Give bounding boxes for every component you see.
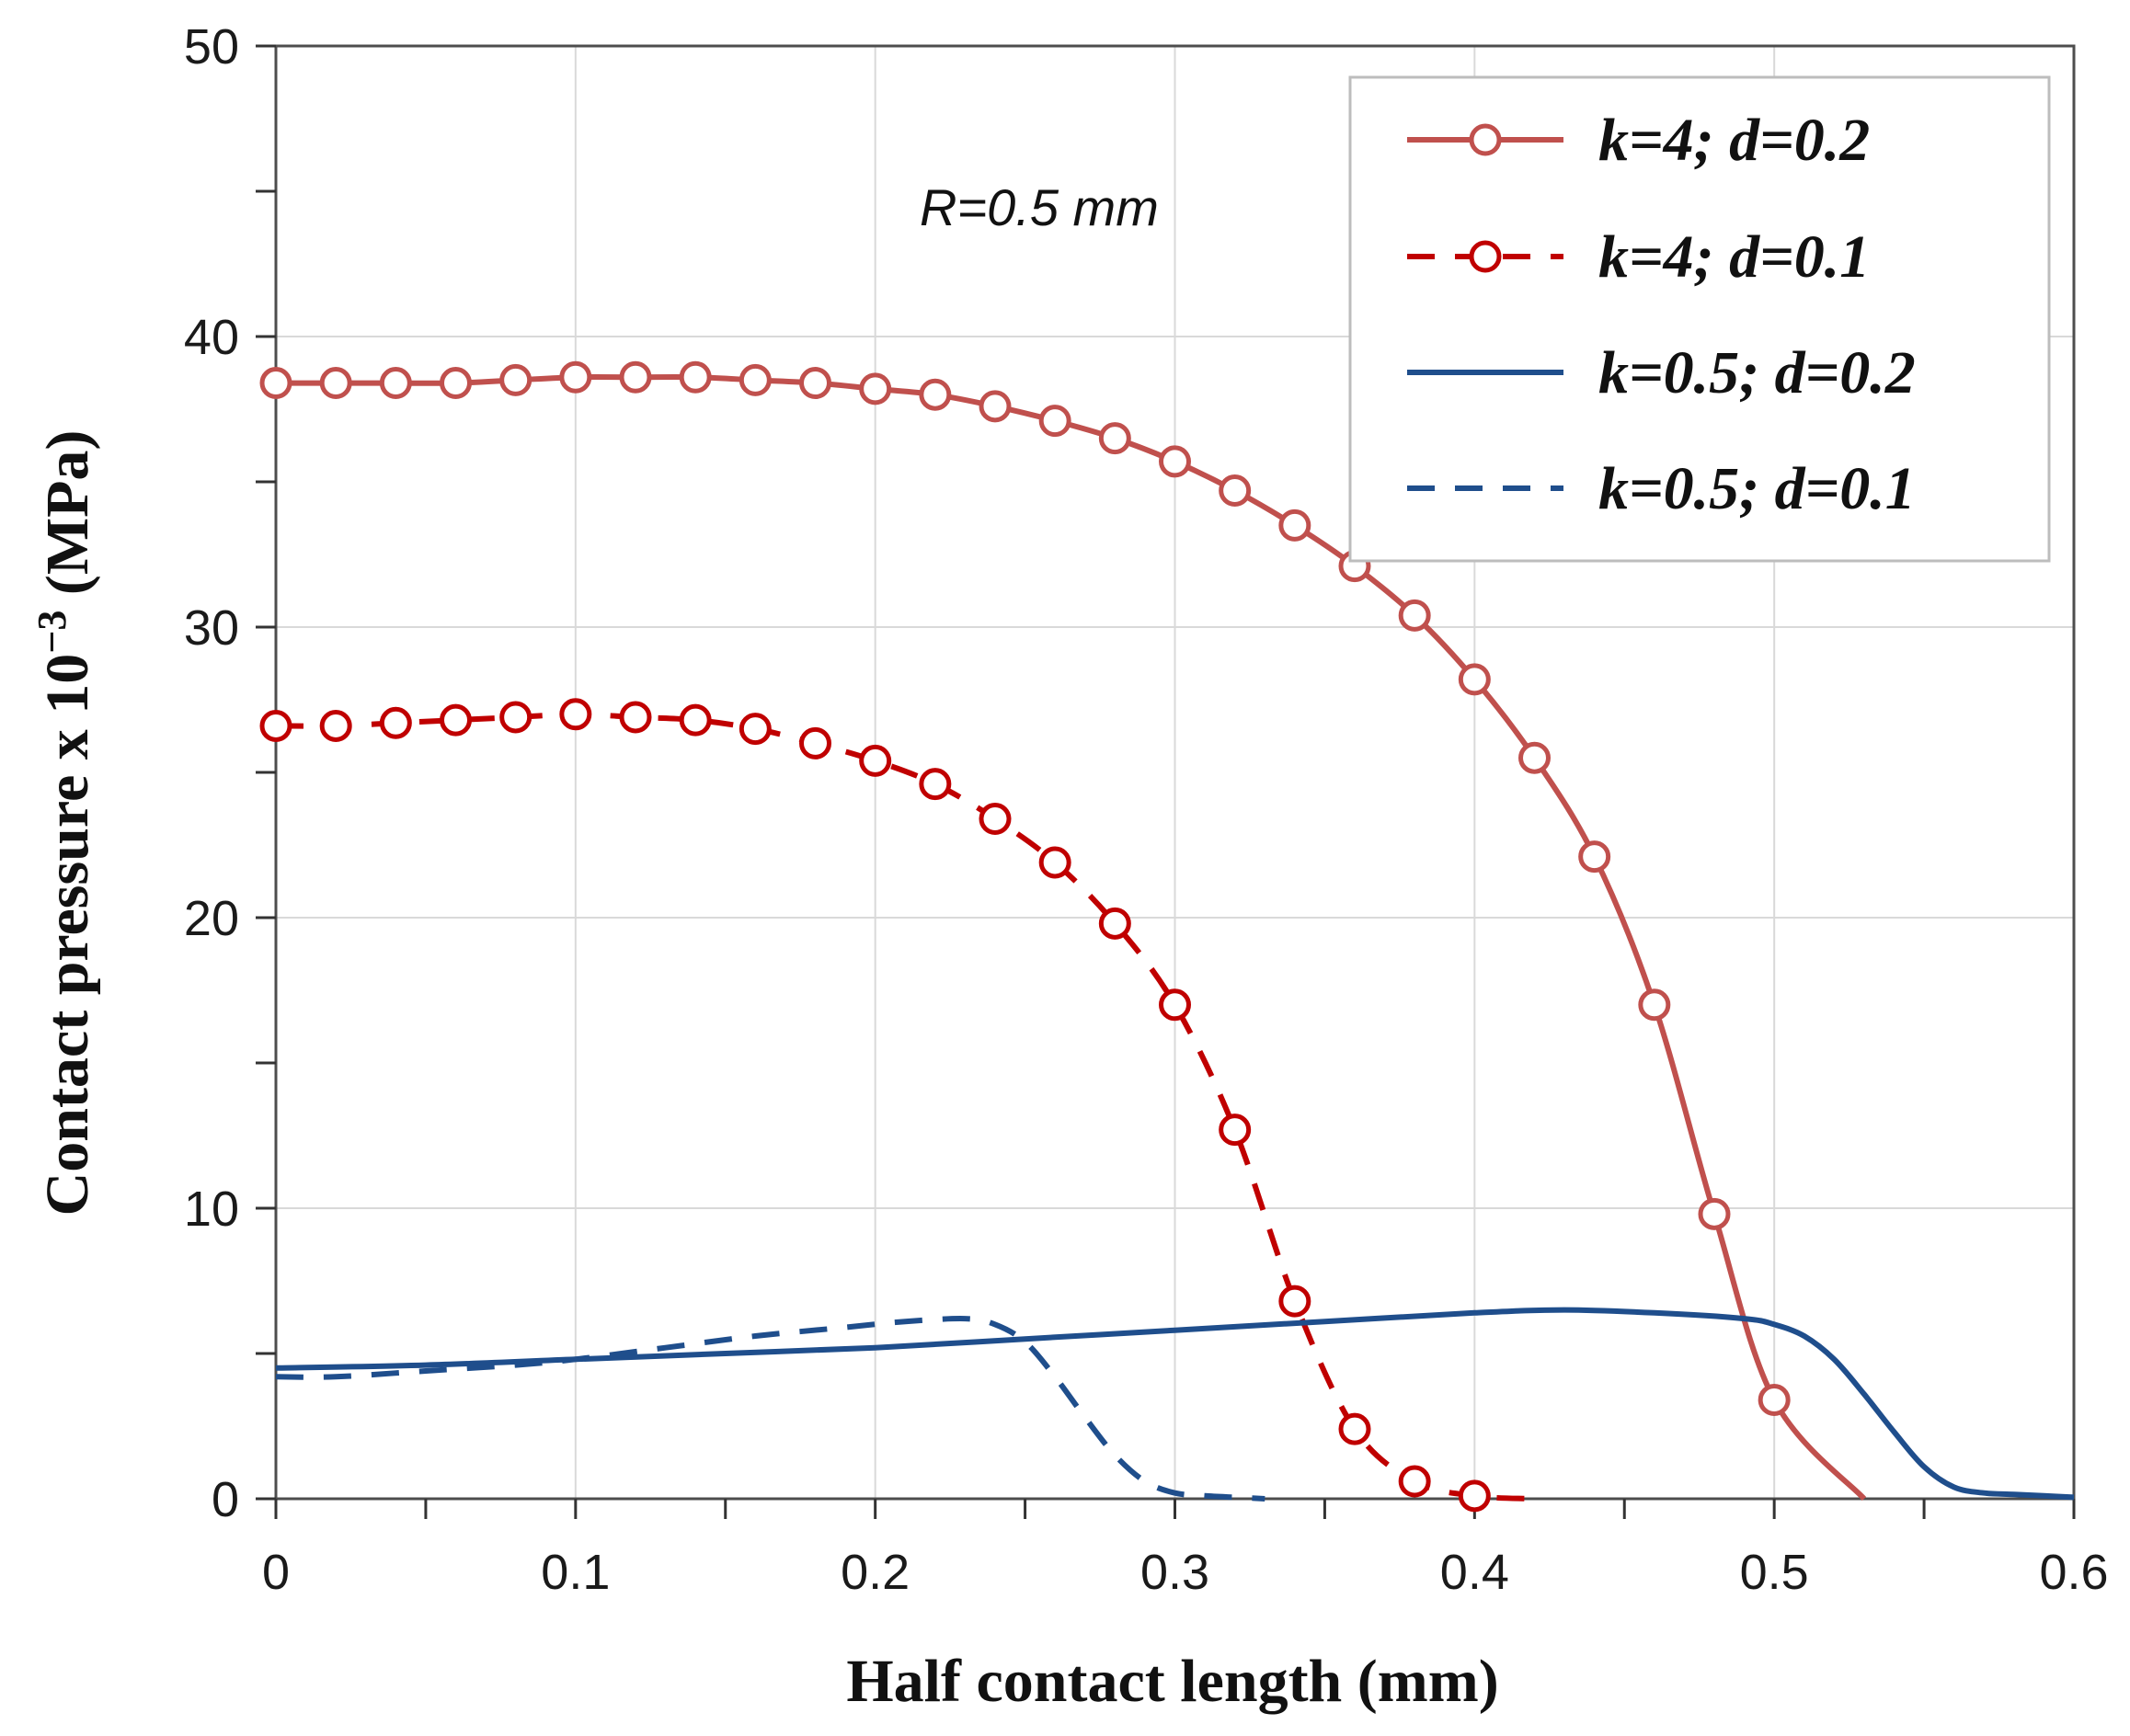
series-1-marker bbox=[379, 706, 412, 739]
series-0-marker bbox=[679, 360, 712, 394]
series-1-marker bbox=[1398, 1465, 1431, 1498]
y-tick-label: 10 bbox=[184, 1182, 239, 1237]
series-0-marker bbox=[1758, 1384, 1791, 1417]
series-0-marker bbox=[499, 363, 532, 396]
series-2 bbox=[275, 1307, 2075, 1501]
series-1-marker bbox=[799, 726, 831, 760]
y-axis-title-exponent: −3 bbox=[29, 611, 74, 654]
series-3 bbox=[275, 1316, 1265, 1502]
series-1-marker bbox=[1159, 988, 1191, 1022]
series-1-marker bbox=[259, 709, 292, 742]
series-1-marker bbox=[499, 701, 532, 734]
series-1-marker bbox=[1038, 846, 1071, 879]
series-line-3 bbox=[275, 1316, 1265, 1502]
series-0-marker bbox=[1098, 422, 1131, 455]
series-line-2 bbox=[275, 1307, 2075, 1501]
x-axis-title: Half contact length (mm) bbox=[846, 1648, 1498, 1715]
series-0-marker bbox=[1458, 663, 1491, 696]
legend: k=4; d=0.2 k=4; d=0.1 k=0.5; d=0.2 k=0.5; d… bbox=[1348, 75, 2051, 563]
series-0-marker bbox=[1578, 840, 1611, 874]
series-1-marker bbox=[1278, 1285, 1311, 1318]
series-1-marker bbox=[739, 713, 772, 746]
legend-label-2: k=0.5; d=0.2 bbox=[1598, 339, 1916, 406]
y-tick-labels: 0 10 20 30 40 50 bbox=[184, 19, 239, 1527]
series-0-marker bbox=[979, 390, 1012, 423]
legend-item-3: k=0.5; d=0.1 bbox=[1407, 455, 1916, 522]
series-0-marker bbox=[799, 367, 831, 400]
series-0-marker bbox=[1278, 508, 1311, 542]
x-tick-label: 0.1 bbox=[541, 1545, 610, 1600]
series-1-marker bbox=[1458, 1479, 1491, 1513]
series-1-marker bbox=[319, 709, 352, 742]
series-0-marker bbox=[440, 367, 472, 400]
series-0 bbox=[259, 360, 1867, 1502]
x-tick-label: 0 bbox=[262, 1545, 290, 1600]
series-0-marker bbox=[1698, 1197, 1731, 1230]
x-tick-label: 0.6 bbox=[2039, 1545, 2108, 1600]
data-series bbox=[259, 360, 2075, 1513]
x-tick-labels: 0 0.1 0.2 0.3 0.4 0.5 0.6 bbox=[262, 1545, 2109, 1600]
legend-item-1: k=4; d=0.1 bbox=[1407, 223, 1870, 291]
legend-items: k=4; d=0.2 k=4; d=0.1 k=0.5; d=0.2 k=0.5; d… bbox=[1407, 107, 1916, 522]
legend-label-1: k=4; d=0.1 bbox=[1598, 223, 1870, 291]
y-axis-title-main: Contact pressure x 10 bbox=[34, 654, 101, 1216]
series-0-marker bbox=[379, 367, 412, 400]
legend-item-0: k=4; d=0.2 bbox=[1407, 107, 1870, 174]
y-tick-label: 50 bbox=[184, 19, 239, 74]
series-0-marker bbox=[559, 360, 592, 394]
series-1-marker bbox=[440, 703, 472, 737]
legend-marker-0 bbox=[1469, 123, 1502, 156]
legend-label-3: k=0.5; d=0.1 bbox=[1598, 455, 1916, 522]
y-tick-label: 30 bbox=[184, 600, 239, 656]
series-1-marker bbox=[1219, 1114, 1252, 1147]
series-0-marker bbox=[1638, 988, 1671, 1022]
legend-marker-1 bbox=[1469, 240, 1502, 273]
series-0-marker bbox=[1518, 741, 1551, 774]
legend-item-2: k=0.5; d=0.2 bbox=[1407, 339, 1916, 406]
legend-label-0: k=4; d=0.2 bbox=[1598, 107, 1870, 174]
y-axis-title-unit: (MPa) bbox=[34, 430, 101, 611]
series-0-marker bbox=[1398, 599, 1431, 632]
y-axis-title: Contact pressure x 10−3 (MPa) bbox=[29, 430, 101, 1216]
x-tick-label: 0.2 bbox=[841, 1545, 910, 1600]
series-0-marker bbox=[1038, 405, 1071, 438]
radius-annotation: R=0.5 mm bbox=[920, 178, 1159, 236]
x-tick-label: 0.3 bbox=[1140, 1545, 1209, 1600]
series-1-marker bbox=[919, 768, 952, 801]
series-1-marker bbox=[979, 803, 1012, 836]
series-1-marker bbox=[559, 698, 592, 731]
y-tick-label: 40 bbox=[184, 310, 239, 365]
x-tick-label: 0.4 bbox=[1440, 1545, 1509, 1600]
series-0-marker bbox=[319, 367, 352, 400]
series-0-marker bbox=[919, 378, 952, 411]
series-1-marker bbox=[619, 701, 652, 734]
series-1-marker bbox=[679, 703, 712, 737]
series-1-marker bbox=[859, 744, 892, 777]
series-0-marker bbox=[859, 372, 892, 405]
series-0-marker bbox=[1159, 445, 1191, 478]
y-tick-label: 20 bbox=[184, 891, 239, 946]
series-0-marker bbox=[259, 367, 292, 400]
series-line-1 bbox=[275, 711, 1535, 1502]
series-1-marker bbox=[1098, 907, 1131, 940]
y-tick-label: 0 bbox=[212, 1472, 239, 1527]
legend-box bbox=[1348, 75, 2051, 563]
series-0-marker bbox=[1219, 474, 1252, 507]
series-0-marker bbox=[739, 363, 772, 396]
series-0-marker bbox=[619, 360, 652, 394]
series-1-marker bbox=[1338, 1412, 1371, 1445]
series-1 bbox=[259, 698, 1535, 1513]
x-tick-label: 0.5 bbox=[1740, 1545, 1809, 1600]
